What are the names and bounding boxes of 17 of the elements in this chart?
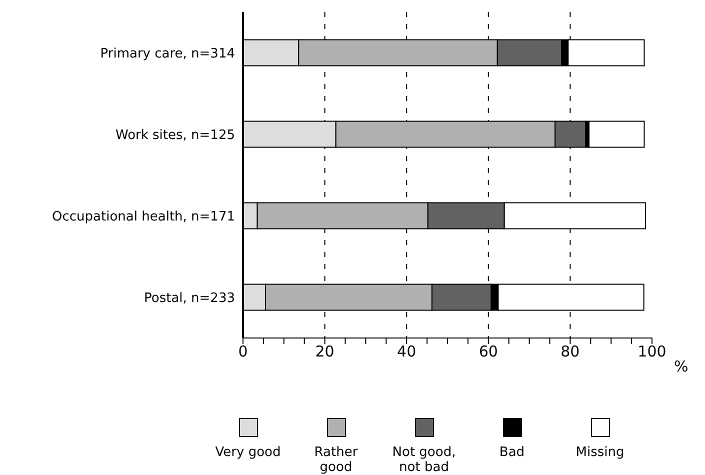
legend-label: Very good [214, 445, 282, 460]
x-tick-label: 100 [638, 342, 666, 361]
legend-label: Bad [498, 445, 526, 460]
x-axis-title: % [674, 357, 688, 376]
x-tick-label: 80 [560, 342, 580, 361]
y-tick-label: Occupational health, n=171 [52, 209, 235, 224]
y-tick-label: Work sites, n=125 [115, 128, 235, 143]
x-tick-label: 0 [238, 342, 248, 361]
y-tick-label: Postal, n=233 [144, 290, 235, 306]
legend-label: Not good, not bad [391, 445, 457, 475]
legend-label: Missing [574, 445, 626, 460]
bar [588, 120, 645, 148]
x-tick-label: 60 [478, 342, 498, 361]
legend-label: Rather good [313, 445, 359, 475]
x-tick-label: 20 [315, 342, 334, 361]
x-tick-label: 40 [397, 342, 416, 361]
y-tick-label: Primary care, n=314 [100, 46, 235, 62]
